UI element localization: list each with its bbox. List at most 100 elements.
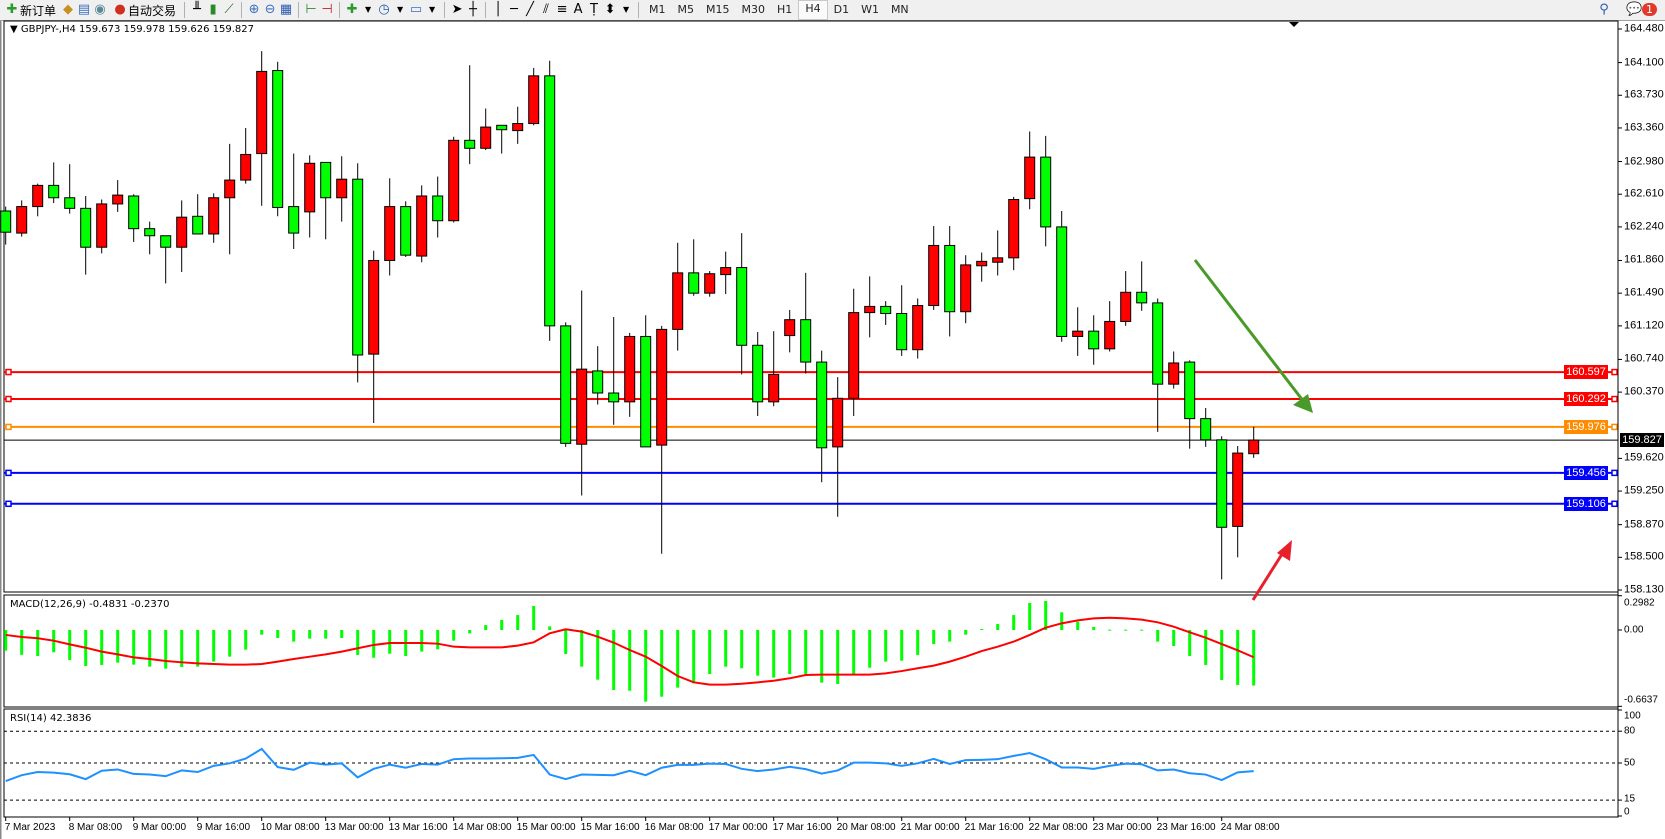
periods-icon[interactable]: ◷ xyxy=(378,2,390,17)
macd-histogram-bar xyxy=(676,630,680,688)
macd-histogram-bar xyxy=(996,624,1000,630)
timeframe-h4[interactable]: H4 xyxy=(798,0,828,20)
collapse-triangle-icon[interactable]: ▼ xyxy=(10,24,21,35)
main-panel xyxy=(3,20,1619,593)
macd-histogram-bar xyxy=(788,630,792,675)
horizontal-line-icon[interactable]: ─ xyxy=(510,2,518,17)
trendline-icon[interactable]: ╱ xyxy=(526,2,534,17)
current-price-label: 159.827 xyxy=(1620,433,1664,448)
bull-candle xyxy=(1024,156,1036,200)
market-watch-icon[interactable]: ◆ xyxy=(63,2,74,17)
chevron-down-icon[interactable]: ▼ xyxy=(364,5,372,14)
level-handle-icon xyxy=(5,368,12,376)
templates-icon[interactable]: ▭ xyxy=(409,2,423,17)
crosshair-icon[interactable]: ┼ xyxy=(469,2,477,17)
bull-candle xyxy=(624,335,636,403)
macd-histogram-bar xyxy=(852,630,856,675)
text-icon[interactable]: A xyxy=(573,2,583,17)
zoom-out-icon[interactable]: ⊖ xyxy=(264,2,276,17)
new-order-button[interactable]: ✚ 新订单 xyxy=(0,1,60,19)
search-icon[interactable]: ⚲ xyxy=(1599,2,1609,17)
timeframe-m15[interactable]: M15 xyxy=(706,3,730,16)
tile-windows-icon[interactable]: ▦ xyxy=(279,2,293,17)
rsi-title: RSI(14) 42.3836 xyxy=(10,713,92,724)
chevron-down-icon[interactable]: ▼ xyxy=(428,5,436,14)
bull-candle xyxy=(864,305,876,314)
macd-histogram-bar xyxy=(564,630,568,655)
x-tick-label: 13 Mar 16:00 xyxy=(388,822,448,833)
level-handle-icon xyxy=(1611,469,1618,477)
timeframe-m1[interactable]: M1 xyxy=(649,3,666,16)
equidistant-channel-icon[interactable]: ⫽ xyxy=(543,2,549,17)
macd-histogram-bar xyxy=(100,630,104,665)
macd-histogram-bar xyxy=(932,630,936,645)
bull-candle xyxy=(656,328,668,446)
x-tick-label: 13 Mar 00:00 xyxy=(324,822,384,833)
macd-histogram-bar xyxy=(612,630,616,691)
auto-trading-button[interactable]: ● 自动交易 xyxy=(108,1,180,19)
macd-y-tick-label: -0.6637 xyxy=(1624,694,1658,706)
macd-histogram-bar xyxy=(212,630,216,662)
bear-candle xyxy=(608,392,620,403)
fibonacci-icon[interactable]: ≡ xyxy=(556,2,568,17)
chevron-down-icon[interactable]: ▼ xyxy=(396,5,404,14)
bear-candle xyxy=(0,210,12,233)
arrows-icon[interactable]: ⬍ xyxy=(604,2,616,17)
timeframe-mn[interactable]: MN xyxy=(890,3,909,16)
timeframe-w1[interactable]: W1 xyxy=(861,3,879,16)
bear-candle xyxy=(944,244,956,313)
x-tick-label: 21 Mar 16:00 xyxy=(964,822,1024,833)
cursor-icon[interactable]: ➤ xyxy=(451,2,463,17)
macd-histogram-bar xyxy=(516,615,520,630)
macd-histogram-bar xyxy=(1092,627,1096,630)
level-handle-icon xyxy=(5,500,12,508)
macd-histogram-bar xyxy=(324,630,328,639)
bull-candle xyxy=(16,206,28,234)
timeframe-m30[interactable]: M30 xyxy=(741,3,766,16)
bear-candle xyxy=(1088,330,1100,350)
macd-histogram-bar xyxy=(20,630,24,655)
bear-candle xyxy=(432,195,444,222)
timeframe-h1[interactable]: H1 xyxy=(777,3,793,16)
bull-candle xyxy=(208,197,220,235)
level-handle-icon xyxy=(5,395,12,403)
bull-candle xyxy=(480,126,492,149)
x-tick-label: 24 Mar 08:00 xyxy=(1220,822,1280,833)
bar-chart-icon[interactable]: ╨ xyxy=(193,2,201,17)
zoom-in-icon[interactable]: ⊕ xyxy=(248,2,260,17)
timeframe-d1[interactable]: D1 xyxy=(833,3,850,16)
level-handle-icon xyxy=(1611,423,1618,431)
bear-candle xyxy=(192,215,204,235)
separator xyxy=(638,2,640,18)
macd-histogram-bar xyxy=(372,630,376,658)
x-tick-label: 15 Mar 16:00 xyxy=(580,822,640,833)
vertical-line-icon[interactable]: │ xyxy=(494,2,502,17)
auto-scroll-icon[interactable]: ⊢ xyxy=(305,2,317,17)
level-handle-icon xyxy=(1611,368,1618,376)
bull-candle xyxy=(384,206,396,261)
text-label-icon[interactable]: Ṭ xyxy=(590,2,598,17)
macd-histogram-bar xyxy=(756,630,760,676)
indicators-icon[interactable]: ✚ xyxy=(346,2,358,17)
chart-shift-icon[interactable]: ⊣ xyxy=(321,2,333,17)
navigator-icon[interactable]: ▤ xyxy=(77,2,91,17)
red-arrowhead-icon xyxy=(1277,540,1292,561)
macd-histogram-bar xyxy=(1188,630,1192,656)
signals-icon[interactable]: ◉ xyxy=(94,2,106,17)
rsi-y-tick-label: 100 xyxy=(1624,710,1641,722)
chat-button[interactable]: 💬 1 xyxy=(1626,2,1657,18)
level-handle-icon xyxy=(1611,500,1618,508)
y-tick-label: 159.250 xyxy=(1624,484,1664,497)
bear-candle xyxy=(816,361,828,449)
rsi-y-tick-label: 80 xyxy=(1624,725,1636,737)
timeframe-m5[interactable]: M5 xyxy=(677,3,695,16)
chevron-down-icon[interactable]: ▼ xyxy=(622,5,630,14)
candlestick-icon[interactable]: ▮ xyxy=(209,2,217,17)
line-chart-icon[interactable]: ⟋ xyxy=(224,2,234,17)
macd-histogram-bar xyxy=(276,630,280,639)
bear-candle xyxy=(144,228,156,237)
y-tick-label: 162.610 xyxy=(1624,187,1664,200)
y-tick-label: 158.500 xyxy=(1624,550,1664,563)
bull-candle xyxy=(960,264,972,313)
